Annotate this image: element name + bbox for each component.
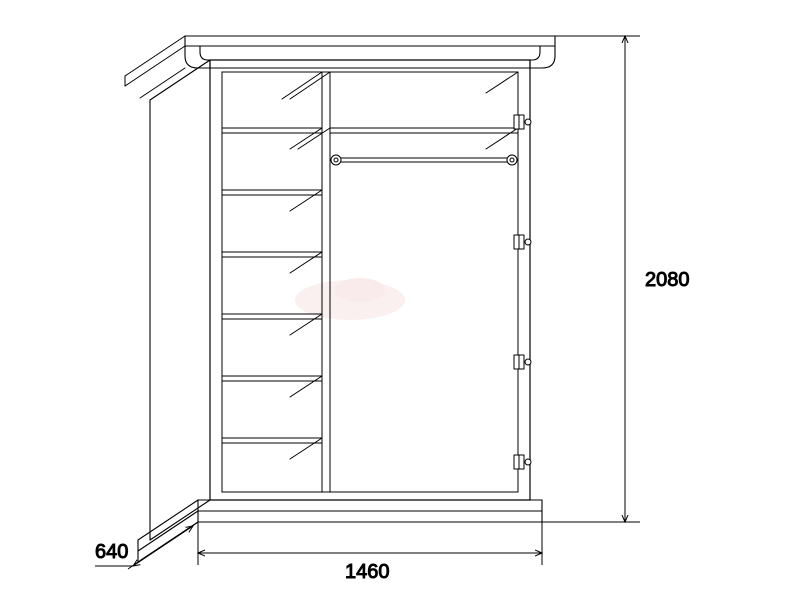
hinges [514,115,531,469]
dim-width: 1460 [198,522,542,583]
dim-height: 2080 [542,36,690,522]
dim-height-label: 2080 [645,269,690,291]
crown-molding [185,36,555,68]
hanging-rail [331,155,517,165]
right-top-shelf [298,128,518,149]
interior [222,45,531,513]
dim-depth-label: 640 [95,541,128,563]
left-side-depth [150,60,210,540]
crown-depth [125,36,185,98]
dim-width-label: 1460 [345,561,390,583]
wardrobe-technical-drawing: 2080 1460 640 [0,0,800,600]
